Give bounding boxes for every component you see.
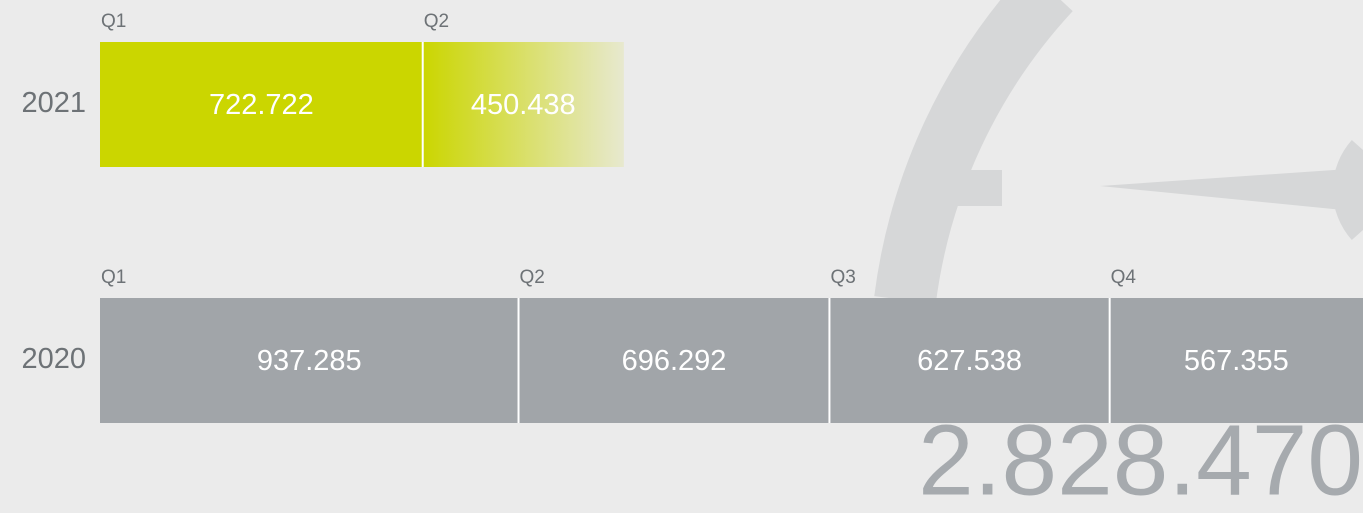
value-label: 937.285 xyxy=(257,345,362,377)
quarter-label: Q1 xyxy=(101,267,126,288)
bar-segment xyxy=(100,42,423,167)
quarter-label: Q1 xyxy=(101,11,126,32)
bar-segment xyxy=(422,42,624,167)
value-label: 450.438 xyxy=(471,89,576,121)
total-value: 2.828.470 xyxy=(918,404,1363,513)
value-label: 696.292 xyxy=(622,345,727,377)
quarter-label: Q4 xyxy=(1111,267,1137,288)
value-label: 722.722 xyxy=(209,89,314,121)
quarter-label: Q2 xyxy=(424,11,449,32)
gauge-decoration xyxy=(874,0,1363,305)
value-label: 567.355 xyxy=(1184,345,1289,377)
value-label: 627.538 xyxy=(917,345,1022,377)
year-label: 2021 xyxy=(21,87,86,119)
quarter-label: Q3 xyxy=(830,267,855,288)
year-label: 2020 xyxy=(21,343,86,375)
bar-segment xyxy=(829,298,1110,423)
quarter-label: Q2 xyxy=(520,267,545,288)
bar-segment xyxy=(1109,298,1363,423)
bar-segment xyxy=(100,298,519,423)
bar-segment xyxy=(518,298,830,423)
